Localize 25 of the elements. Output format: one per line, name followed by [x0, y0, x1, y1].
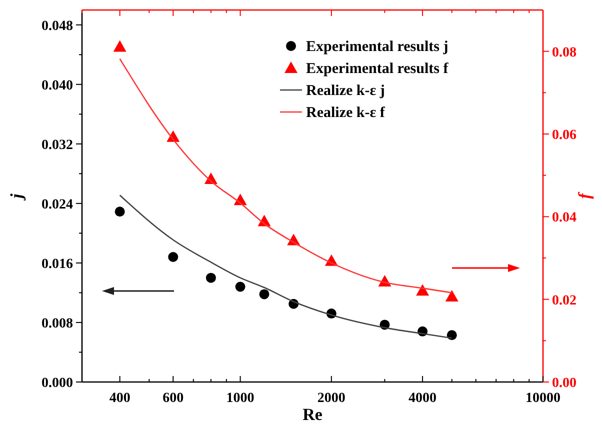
legend-label: Experimental results j — [306, 39, 448, 55]
y2-tick-label: 0.06 — [552, 128, 576, 143]
y-tick-label: 0.024 — [42, 197, 73, 212]
x-tick-label: 10000 — [526, 391, 560, 406]
y2-axis-title: f — [575, 190, 594, 199]
y2-tick-label: 0.02 — [552, 293, 576, 308]
y-tick-label: 0.032 — [42, 138, 73, 153]
y2-tick-label: 0.00 — [552, 376, 576, 391]
x-tick-label: 1000 — [226, 391, 254, 406]
x-axis-title: Re — [302, 405, 323, 424]
y-tick-label: 0.008 — [42, 316, 73, 332]
x-tick-label: 400 — [109, 391, 130, 406]
x-tick-label: 2000 — [317, 391, 346, 406]
y-tick-label: 0.048 — [42, 18, 73, 34]
y-tick-label: 0.040 — [42, 78, 73, 94]
y-tick-label: 0.000 — [42, 376, 73, 391]
legend-label: Realize k-ε f — [306, 105, 386, 121]
x-tick-label: 4000 — [408, 391, 437, 406]
y-axis-title: j — [7, 193, 26, 202]
x-tick-label: 600 — [162, 391, 184, 406]
y-tick-label: 0.016 — [42, 256, 73, 272]
legend-label: Realize k-ε j — [306, 83, 385, 99]
y2-tick-label: 0.08 — [552, 45, 576, 60]
y2-tick-label: 0.04 — [552, 210, 576, 226]
legend-label: Experimental results f — [306, 61, 450, 77]
